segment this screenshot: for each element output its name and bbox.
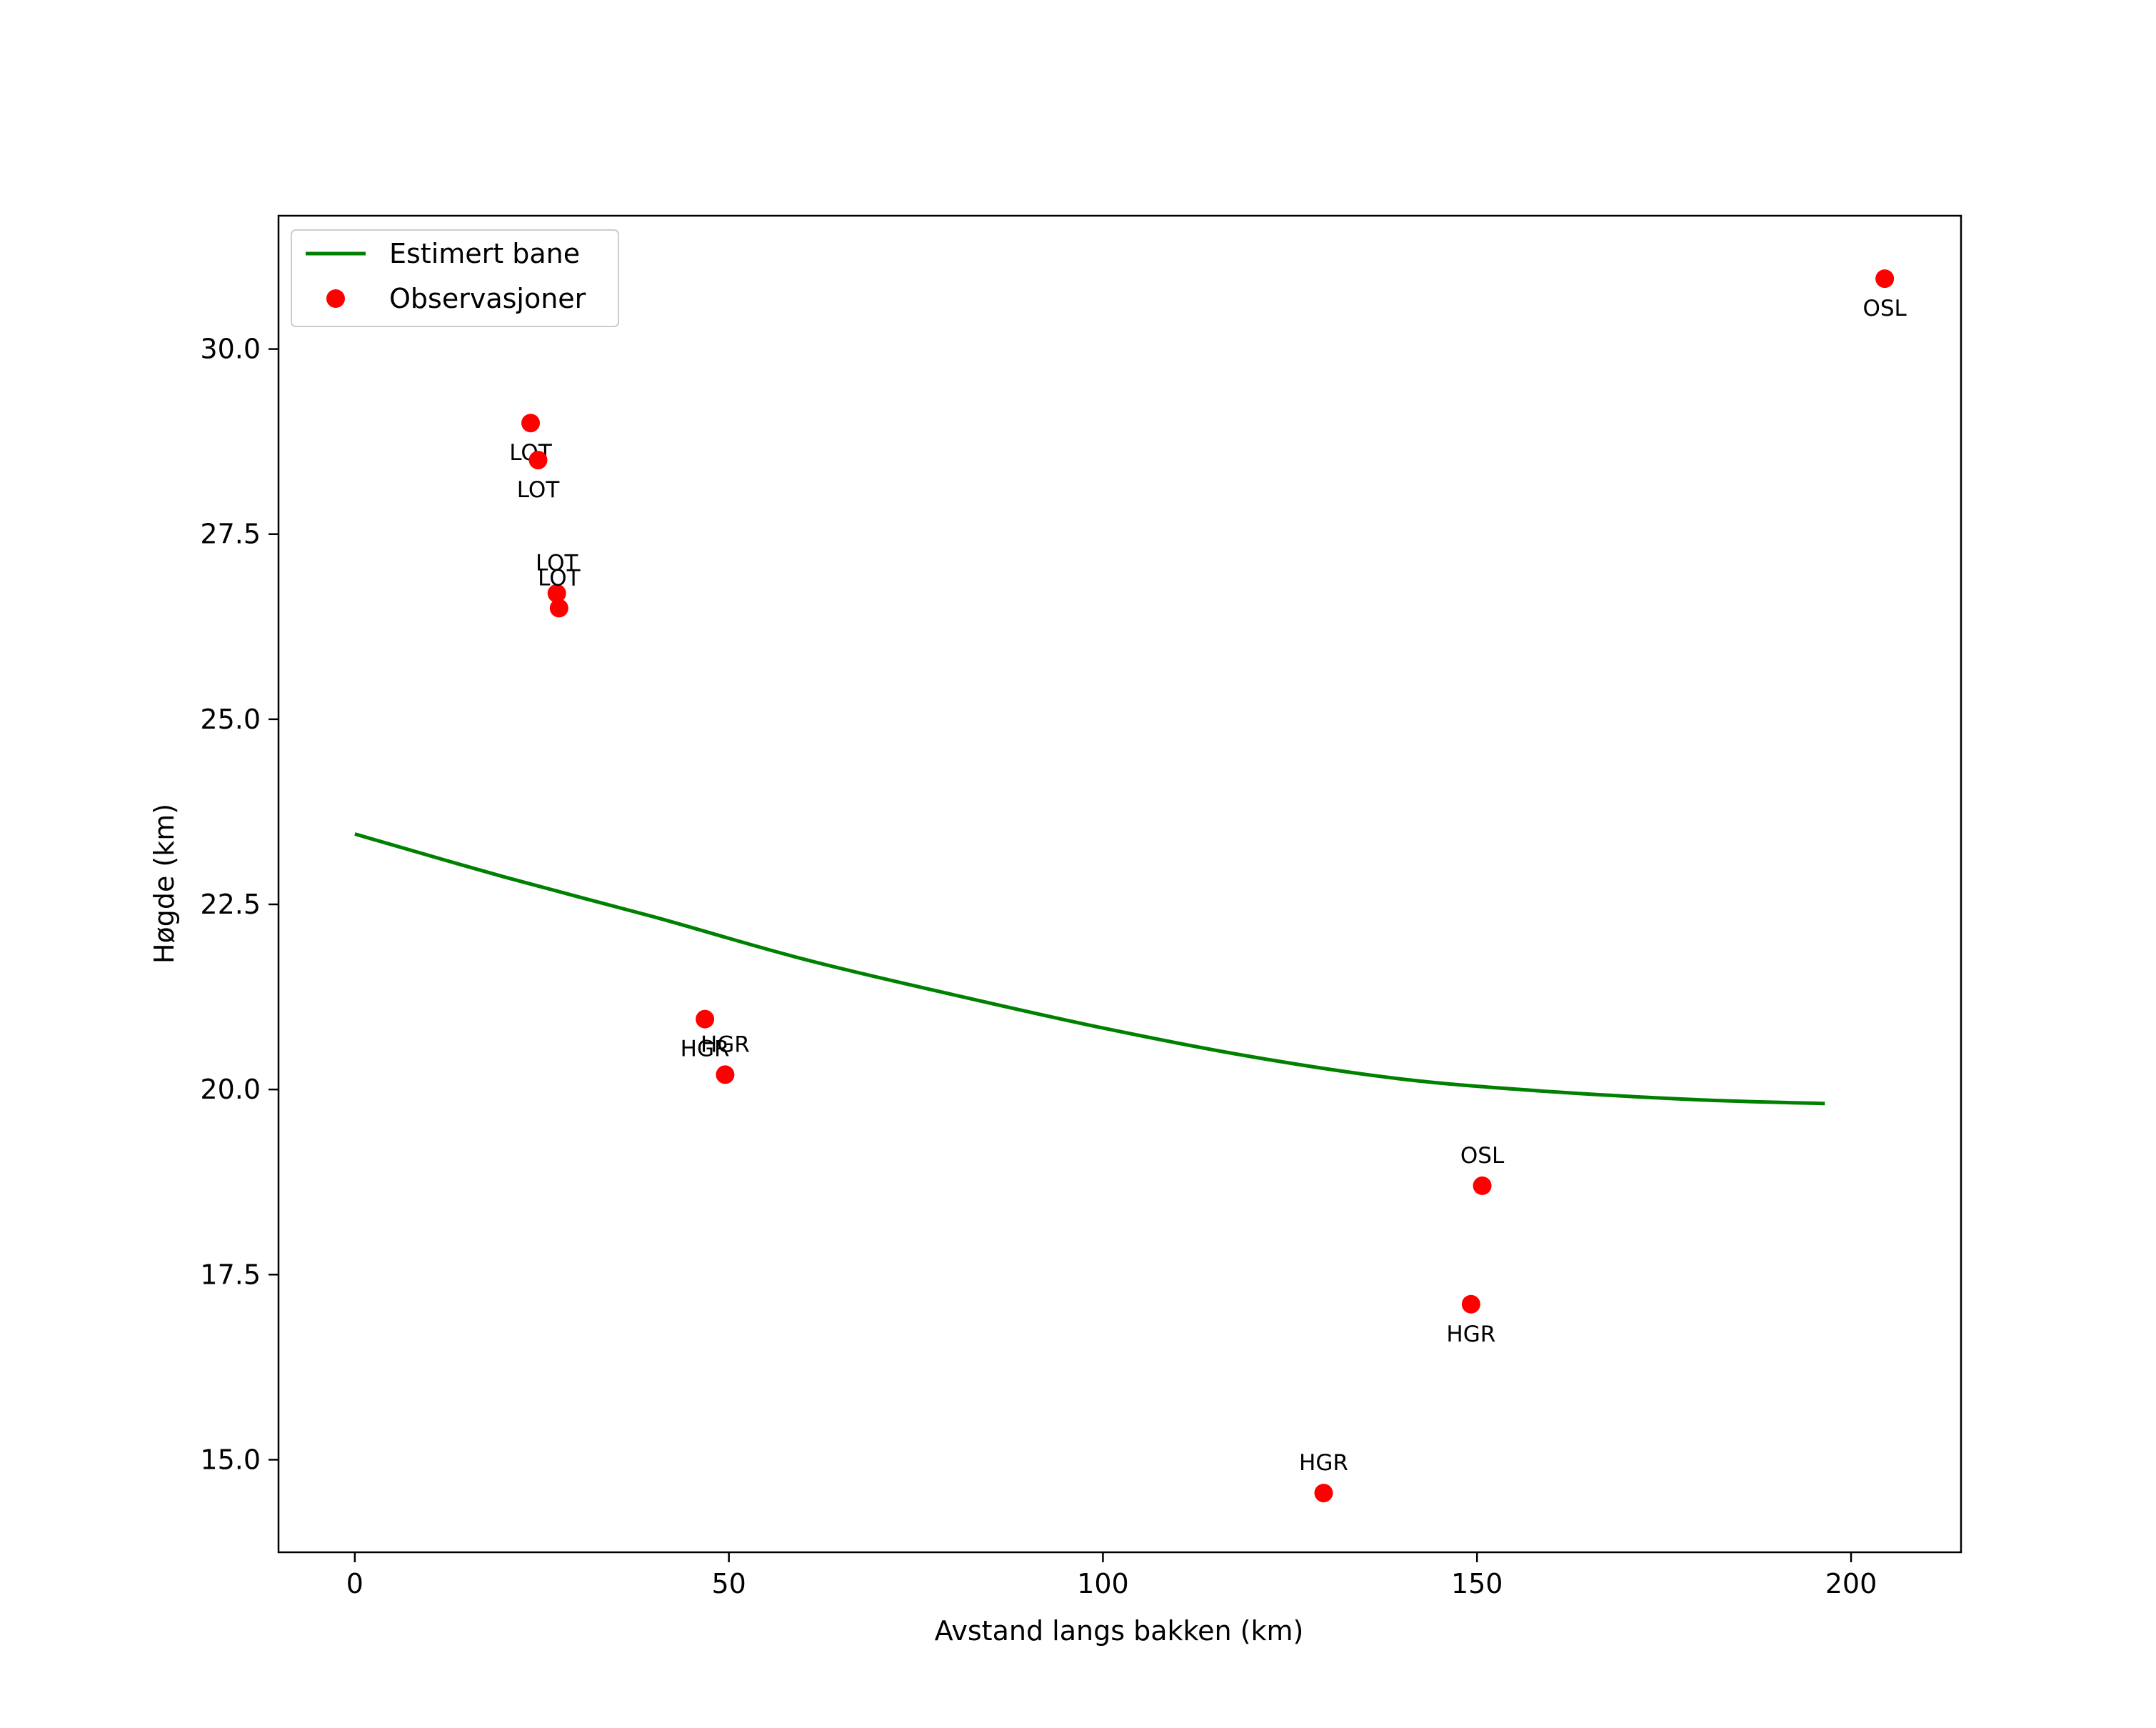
legend-entry-observasjoner: Observasjoner — [389, 283, 586, 314]
observation-point — [521, 414, 541, 433]
legend-entry-estimert-bane: Estimert bane — [389, 238, 580, 269]
legend: Estimert bane Observasjoner — [291, 229, 619, 327]
observation-label: LOT — [538, 565, 581, 591]
axes-frame — [277, 214, 1962, 1554]
y-axis-label: Høgde (km) — [149, 804, 180, 964]
observation-point — [528, 451, 548, 470]
y-tick-label: 30.0 — [200, 334, 261, 365]
observation-label: HGR — [1446, 1322, 1495, 1347]
series-line-estimert-bane — [354, 832, 1825, 1106]
y-tick-label: 15.0 — [200, 1444, 261, 1475]
observation-label: OSL — [1460, 1143, 1505, 1169]
observation-label: HGR — [701, 1032, 750, 1057]
y-tick-label: 25.0 — [200, 704, 261, 735]
x-tick-label: 100 — [1077, 1568, 1129, 1599]
x-tick-label: 150 — [1451, 1568, 1503, 1599]
observation-label: HGR — [681, 1037, 730, 1062]
plot-area: 0 50 100 150 200 15.0 17.5 20.0 22.5 25.0 27.5 30.0… — [200, 214, 1962, 1599]
observation-point — [716, 1065, 735, 1084]
observation-point — [1875, 269, 1895, 289]
observation-point — [547, 584, 566, 603]
x-axis-label: Avstand langs bakken (km) — [935, 1615, 1304, 1647]
observation-point — [696, 1009, 715, 1029]
y-tick-label: 20.0 — [200, 1074, 261, 1105]
y-tick-label: 22.5 — [200, 889, 261, 920]
y-tick-label: 17.5 — [200, 1259, 261, 1290]
observation-label: HGR — [1299, 1450, 1348, 1476]
observation-label: OSL — [1862, 296, 1907, 321]
x-tick-label: 200 — [1825, 1568, 1877, 1599]
observation-label: LOT — [517, 477, 561, 503]
legend-frame — [291, 229, 619, 327]
x-tick-label: 0 — [346, 1568, 363, 1599]
observation-point — [549, 599, 568, 618]
y-tick-label: 27.5 — [200, 519, 261, 550]
x-tick-label: 50 — [711, 1568, 746, 1599]
observation-label: LOT — [536, 551, 579, 576]
observation-point — [1314, 1484, 1333, 1503]
observation-point — [1461, 1294, 1480, 1314]
legend-marker-swatch — [326, 289, 345, 308]
observation-point — [1473, 1176, 1492, 1195]
